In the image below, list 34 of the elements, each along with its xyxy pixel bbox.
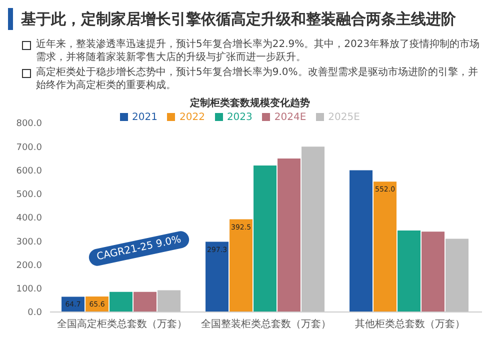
bar	[398, 230, 421, 312]
y-tick-label: 600.0	[16, 166, 42, 176]
bar	[374, 182, 397, 312]
legend-label: 2025E	[328, 112, 360, 123]
y-tick-label: 700.0	[16, 142, 42, 153]
bar	[302, 146, 325, 312]
text: 高定柜类处于稳步增长态势中，预计5年复合增长率为9.0%。改善型需求是驱动市场进阶的引擎，并始终作为高定柜类的重要构成。	[36, 66, 479, 92]
y-tick-label: 300.0	[16, 237, 42, 248]
text: 近年来，整装渗透率迅速提升，预计5年复合增长率为22.9%。其中，2023年释放了疫情抑制的市场需求，并将随着家装新零售大店的升级与扩张而进一步跃升。	[36, 38, 481, 64]
chart-subtitle: 定制柜类套数规模变化趋势	[188, 96, 311, 110]
bar	[230, 219, 253, 312]
legend-label: 2024E	[274, 112, 306, 123]
y-tick-label: 0.0	[28, 308, 42, 318]
legend-label: 2022	[179, 112, 205, 123]
bar	[254, 166, 277, 312]
x-tick-label: 其他柜类总套数（万套）	[355, 318, 465, 330]
bar	[278, 158, 301, 312]
bar	[158, 290, 181, 312]
y-tick-label: 200.0	[16, 260, 42, 271]
legend-label: 2021	[132, 112, 158, 123]
x-tick-label: 全国高定柜类总套数（万套）	[57, 318, 187, 330]
y-tick-label: 100.0	[16, 284, 42, 295]
chart-title: 基于此，定制家居增长引擎依循高定升级和整装融合两条主线进阶	[21, 10, 456, 28]
legend-label: 2023	[226, 112, 252, 123]
bar	[422, 232, 445, 312]
bar	[206, 242, 229, 312]
bar	[110, 292, 133, 312]
y-tick-label: 800.0	[16, 119, 42, 130]
bar	[134, 292, 157, 312]
y-tick-label: 500.0	[16, 190, 42, 200]
y-tick-label: 400.0	[16, 214, 42, 224]
bar	[446, 238, 469, 312]
bar	[350, 170, 373, 312]
x-tick-label: 全国整装柜类总套数（万套）	[201, 318, 331, 330]
